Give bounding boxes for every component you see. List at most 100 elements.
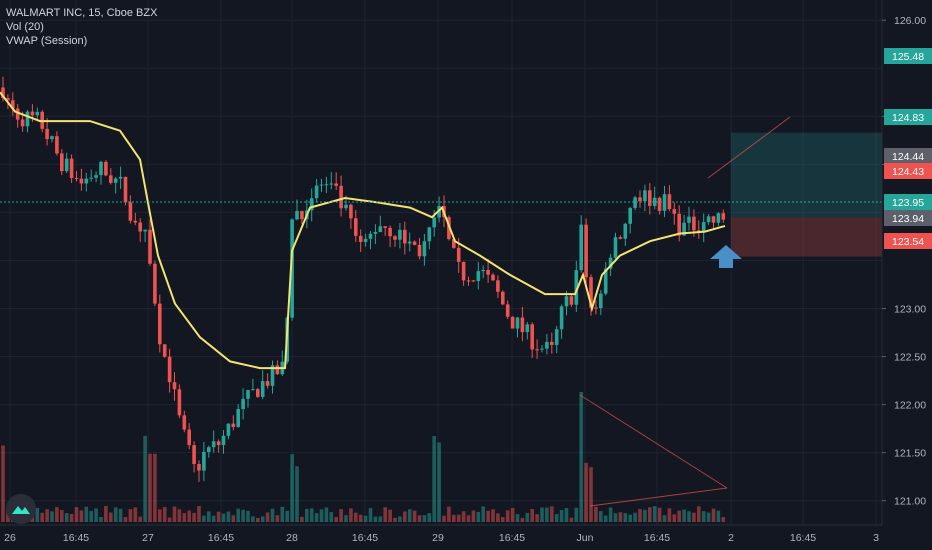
candle-body <box>584 224 588 278</box>
candle-body <box>579 224 583 271</box>
volume-bar <box>540 507 544 522</box>
time-tick-label: 16:45 <box>499 532 525 544</box>
candle-body <box>138 222 142 232</box>
chart-grid <box>0 0 882 525</box>
volume-bar <box>334 517 338 522</box>
volume-bar <box>711 508 716 522</box>
volume-bar <box>153 453 157 522</box>
arrow-shape <box>710 245 742 268</box>
candle-body <box>711 216 716 223</box>
time-tick-label: 16:45 <box>644 532 670 544</box>
volume-bar <box>290 454 294 522</box>
trend-line[interactable] <box>579 394 728 489</box>
candle-body <box>349 204 353 219</box>
volume-bar <box>280 506 285 522</box>
volume-bar <box>187 510 191 522</box>
price-axis[interactable]: 126.00125.00124.50123.00122.50122.00121.… <box>881 0 932 525</box>
candle-body <box>236 409 240 427</box>
volume-bar <box>716 510 721 522</box>
candle-body <box>260 381 265 397</box>
candle-body <box>1 87 5 99</box>
candle-body <box>6 98 10 101</box>
volume-bar <box>305 508 309 522</box>
volume-bar <box>603 515 608 522</box>
price-label-badge <box>884 148 932 164</box>
volume-bar <box>442 515 446 522</box>
time-tick-label: 2 <box>728 532 734 544</box>
time-tick-label: 29 <box>432 532 444 544</box>
time-tick-label: 16:45 <box>208 532 234 544</box>
candle-body <box>682 222 686 236</box>
candle-body <box>319 184 324 186</box>
up-arrow-icon[interactable] <box>710 245 742 268</box>
volume-bar <box>491 509 495 522</box>
volume-bar <box>319 509 324 522</box>
volume-bar <box>378 516 383 522</box>
time-tick-label: 26 <box>4 532 16 544</box>
volume-bar <box>182 513 187 522</box>
candle-body <box>403 229 407 244</box>
candle-body <box>104 161 108 176</box>
candle-body <box>687 216 691 223</box>
candle-body <box>589 277 593 308</box>
candle-body <box>422 241 427 257</box>
long-position-tool[interactable] <box>731 132 882 257</box>
candle-body <box>476 271 481 282</box>
candle-body <box>398 229 402 240</box>
volume-bar <box>94 508 98 522</box>
vwap-indicator-label[interactable]: VWAP (Session) <box>6 35 88 47</box>
volume-bar <box>1 445 5 522</box>
volume-indicator-label[interactable]: Vol (20) <box>6 21 44 33</box>
candle-body <box>74 178 79 180</box>
trend-lines[interactable] <box>579 116 791 507</box>
volume-bar <box>172 506 177 522</box>
volume-bar <box>265 512 270 522</box>
trend-line[interactable] <box>707 116 791 179</box>
volume-bar <box>554 514 559 522</box>
volume-bar <box>373 516 378 522</box>
candle-body <box>388 227 392 237</box>
candle-body <box>378 226 383 233</box>
candle-body <box>393 236 397 240</box>
candle-body <box>324 184 329 186</box>
candle-body <box>25 111 30 127</box>
candle-body <box>461 261 466 281</box>
candle-body <box>94 175 98 178</box>
volume-bar <box>344 515 348 522</box>
trend-line[interactable] <box>589 487 728 507</box>
candle-body <box>721 213 726 220</box>
volume-bar <box>241 509 245 522</box>
volume-bar <box>662 515 667 522</box>
symbol-title[interactable]: WALMART INC, 15, Cboe BZX <box>6 7 158 19</box>
volume-bar <box>407 509 412 522</box>
volume-bar <box>461 511 466 522</box>
candle-body <box>697 230 701 232</box>
volume-bar <box>74 507 79 522</box>
candle-body <box>657 197 662 211</box>
volume-bar <box>118 508 123 522</box>
volume-bar <box>476 511 481 522</box>
volume-bar <box>192 512 196 522</box>
candle-body <box>290 219 294 318</box>
candle-body <box>128 202 133 221</box>
candle-body <box>373 232 378 234</box>
time-axis-bg <box>0 525 932 550</box>
candle-body <box>701 222 706 232</box>
candle-body <box>256 389 260 397</box>
candle-body <box>510 316 515 329</box>
volume-bar <box>692 512 696 522</box>
volume-bar <box>64 513 69 522</box>
volume-bar <box>520 517 525 522</box>
candle-body <box>354 218 358 236</box>
volume-bar <box>109 512 113 522</box>
candle-body <box>187 429 191 446</box>
time-axis[interactable]: 26 16:45 27 16:45 28 16:45 29 16:45 Jun 16:45 2 16:… <box>0 524 932 550</box>
volume-bar <box>260 516 265 522</box>
volume-bar <box>623 513 628 522</box>
volume-bar <box>505 510 510 522</box>
tradingview-logo[interactable] <box>6 494 36 524</box>
candle-body <box>251 389 255 391</box>
candle-body <box>603 268 608 294</box>
volume-bar <box>295 466 299 522</box>
